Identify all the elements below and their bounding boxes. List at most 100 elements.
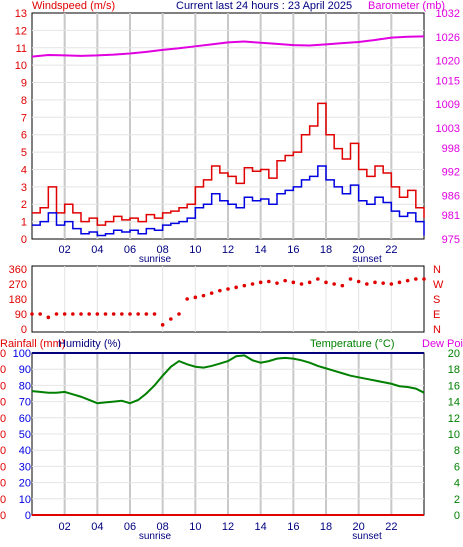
wind-x-tick-label: 08 (157, 244, 169, 256)
direction-point (201, 293, 206, 298)
humidity-tick-label: 100 (13, 348, 31, 360)
temp-x-tick-label: 20 (353, 521, 365, 533)
direction-point (381, 281, 385, 285)
direction-right-tick-label: E (433, 309, 440, 321)
barometer-right-tick-label: 1015 (436, 75, 460, 87)
temperature-tick-label: 18 (448, 364, 460, 376)
direction-point (152, 312, 157, 316)
direction-left-tick-label: 180 (9, 294, 27, 306)
humidity-tick-label: 80 (19, 380, 31, 392)
temp-x-tick-label: 14 (255, 521, 267, 533)
rainfall-tick-label: 0 (0, 494, 6, 506)
direction-left-tick-label: 360 (9, 264, 27, 276)
rainfall-tick-label: 0 (0, 510, 6, 522)
wind-left-tick-label: 9 (21, 78, 27, 90)
wind-x-tick-label: 20 (353, 244, 365, 256)
barometer-right-tick-label: 975 (442, 234, 460, 246)
temperature-tick-label: 8 (454, 445, 460, 457)
direction-point (79, 312, 83, 316)
temp-x-tick-label: 06 (124, 521, 136, 533)
direction-point (307, 280, 312, 285)
direction-left-tick-label: 0 (21, 324, 27, 336)
direction-point (365, 282, 369, 286)
rainfall-tick-label: 0 (0, 478, 6, 490)
wind-left-tick-label: 7 (21, 112, 27, 124)
direction-point (340, 283, 345, 288)
wind-gust-series (32, 102, 425, 226)
direction-point (226, 287, 230, 291)
rainfall-axis-label: Rainfall (mm) (0, 338, 65, 350)
wind-left-tick-label: 0 (21, 234, 27, 246)
barometer-right-tick-label: 1009 (436, 99, 460, 111)
temp-x-tick-label: 02 (59, 521, 71, 533)
rainfall-tick-label: 0 (0, 461, 6, 473)
direction-point (405, 278, 410, 283)
temp-x-tick-label: 18 (320, 521, 332, 533)
direction-right-tick-label: N (433, 264, 441, 276)
barometer-right-tick-label: 1032 (436, 8, 460, 20)
temperature-tick-label: 2 (454, 494, 460, 506)
direction-point (275, 281, 279, 285)
temp-x-tick-label: 22 (385, 521, 397, 533)
direction-point (389, 282, 394, 286)
wind-x-tick-label: 12 (222, 244, 234, 256)
direction-right-tick-label: N (433, 324, 441, 336)
windspeed-axis-label: Windspeed (m/s) (32, 0, 115, 12)
rainfall-tick-label: 0 (0, 364, 6, 376)
direction-point (242, 283, 247, 288)
wind-left-tick-label: 5 (21, 147, 27, 159)
humidity-axis-label: Humidity (%) (58, 338, 121, 350)
temp-sunset-label: sunset (352, 531, 382, 542)
direction-point (160, 323, 165, 327)
humidity-tick-label: 20 (19, 478, 31, 490)
direction-right-tick-label: S (433, 294, 440, 306)
humidity-tick-label: 60 (19, 413, 31, 425)
barometer-right-tick-label: 1003 (436, 123, 460, 135)
direction-point (185, 297, 189, 301)
humidity-tick-label: 30 (19, 461, 31, 473)
wind-sunrise-label: sunrise (139, 254, 172, 265)
wind-left-tick-label: 10 (15, 60, 27, 72)
chart-title: Current last 24 hours : 23 April 2025 (176, 0, 352, 12)
direction-point (38, 312, 42, 316)
temperature-tick-label: 20 (448, 348, 460, 360)
wind-left-tick-label: 13 (15, 8, 27, 20)
direction-point (71, 312, 75, 316)
direction-point (144, 312, 149, 316)
chart-content: 0123456789101112139759819869929981003100… (0, 8, 460, 542)
temp-sunrise-label: sunrise (139, 531, 172, 542)
wind-x-tick-label: 14 (255, 244, 267, 256)
direction-point (332, 282, 336, 286)
direction-point (373, 280, 377, 285)
direction-point (397, 280, 402, 285)
temperature-series (31, 354, 425, 405)
temp-x-tick-label: 08 (157, 521, 169, 533)
direction-point (136, 312, 140, 316)
wind-x-tick-label: 16 (287, 244, 299, 256)
direction-left-tick-label: 270 (9, 279, 27, 291)
wind-sunset-label: sunset (352, 254, 382, 265)
humidity-tick-label: 0 (25, 510, 31, 522)
direction-point (414, 277, 418, 281)
barometer-right-tick-label: 992 (442, 167, 460, 179)
humidity-tick-label: 90 (19, 364, 31, 376)
rainfall-tick-label: 0 (0, 348, 6, 360)
temperature-tick-label: 6 (454, 461, 460, 473)
rainfall-tick-label: 0 (0, 380, 6, 392)
direction-point (120, 312, 124, 316)
humidity-tick-label: 40 (19, 445, 31, 457)
wind-x-tick-label: 06 (124, 244, 136, 256)
temperature-tick-label: 14 (448, 397, 460, 409)
barometer-right-tick-label: 981 (442, 210, 460, 222)
temp-x-tick-label: 04 (91, 521, 103, 533)
rainfall-tick-label: 0 (0, 429, 6, 441)
direction-point (169, 317, 173, 321)
wind-left-tick-label: 11 (16, 43, 27, 55)
wind-x-tick-label: 10 (189, 244, 201, 256)
direction-point (356, 279, 361, 284)
humidity-tick-label: 10 (19, 494, 31, 506)
direction-point (316, 277, 320, 281)
temperature-tick-label: 4 (454, 478, 460, 490)
direction-point (348, 277, 353, 281)
wind-left-tick-label: 3 (21, 182, 27, 194)
